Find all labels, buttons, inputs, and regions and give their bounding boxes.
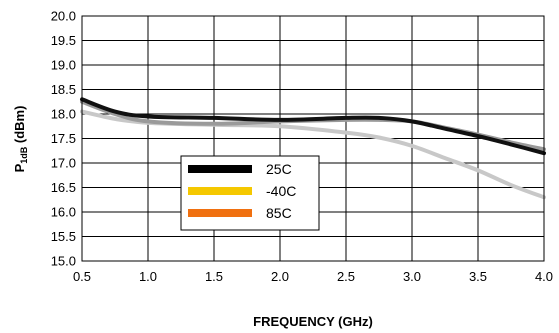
x-tick-label: 1.0 (139, 269, 157, 284)
y-tick-label: 19.5 (51, 33, 76, 48)
legend-swatch-85c (188, 209, 252, 217)
y-axis-title-main: P (12, 163, 27, 172)
x-tick-label: 3.0 (403, 269, 421, 284)
y-tick-label: 16.0 (51, 205, 76, 220)
legend-swatch-40c (188, 187, 252, 195)
y-tick-label: 18.5 (51, 82, 76, 97)
x-tick-label: 2.5 (337, 269, 355, 284)
series-line-25c (80, 97, 546, 156)
x-tick-label: 4.0 (535, 269, 553, 284)
y-tick-label: 17.0 (51, 156, 76, 171)
y-tick-label: 19.0 (51, 58, 76, 73)
y-tick-label: 15.0 (51, 254, 76, 269)
legend-swatch-25c (188, 165, 252, 173)
x-axis-title: FREQUENCY (GHz) (253, 314, 373, 329)
y-tick-label: 16.5 (51, 180, 76, 195)
y-tick-label: 17.5 (51, 131, 76, 146)
y-axis-title-subscript: 1dB (19, 146, 29, 164)
x-tick-label: 1.5 (205, 269, 223, 284)
series-lines (80, 97, 546, 200)
y-tick-label: 15.5 (51, 229, 76, 244)
legend-label-40c: -40C (266, 183, 296, 199)
y-tick-label: 18.0 (51, 107, 76, 122)
legend-label-85c: 85C (266, 205, 292, 221)
y-axis-title-unit: (dBm) (12, 106, 27, 147)
x-tick-label: 2.0 (271, 269, 289, 284)
plot-border (81, 15, 545, 262)
x-tick-labels: 0.5 1.0 1.5 2.0 2.5 3.0 3.5 4.0 (73, 269, 553, 284)
legend: 25C -40C 85C (180, 155, 320, 231)
x-tick-label: 3.5 (469, 269, 487, 284)
y-axis-title: P1dB (dBm) (12, 106, 29, 173)
y-tick-label: 20.0 (51, 9, 76, 24)
legend-label-25c: 25C (266, 161, 292, 177)
y-tick-labels: 15.0 15.5 16.0 16.5 17.0 17.5 18.0 18.5 19.0 19.5… (51, 9, 76, 269)
x-tick-label: 0.5 (73, 269, 91, 284)
